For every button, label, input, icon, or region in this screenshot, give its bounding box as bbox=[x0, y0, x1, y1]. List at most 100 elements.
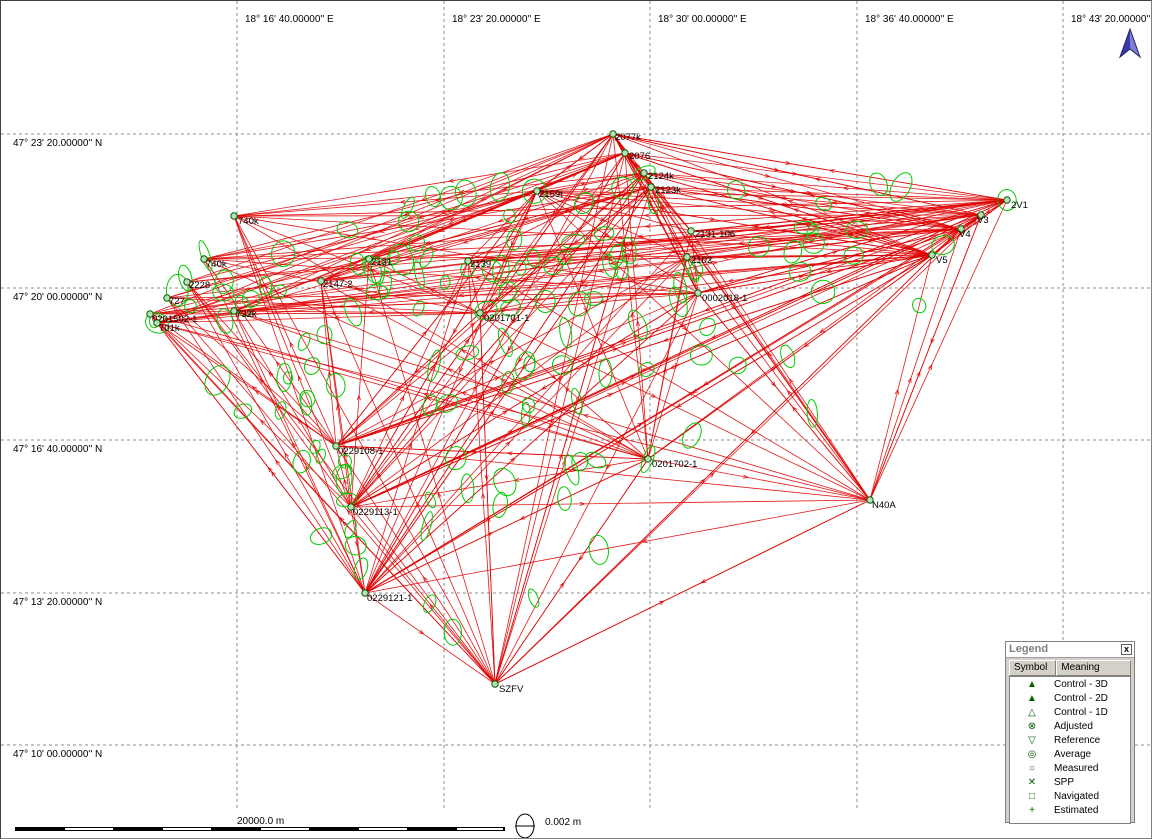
observation-line bbox=[624, 152, 962, 230]
station-2v1[interactable]: 2V1 bbox=[1003, 196, 1028, 211]
station-marker-icon[interactable] bbox=[491, 680, 499, 688]
observation-line bbox=[647, 254, 933, 460]
observation-line bbox=[156, 133, 614, 324]
station-2147-2[interactable]: 2147-2 bbox=[317, 277, 353, 290]
station-2159t[interactable]: 2159t bbox=[533, 187, 563, 200]
observation-line bbox=[536, 186, 652, 192]
station-marker-icon[interactable] bbox=[621, 149, 629, 157]
station-v3[interactable]: V3 bbox=[977, 211, 989, 226]
station-marker-icon[interactable] bbox=[153, 319, 161, 327]
station-0201701-1[interactable]: 0201701-1 bbox=[476, 309, 530, 324]
station-marker-icon[interactable] bbox=[365, 255, 373, 263]
observation-line bbox=[479, 190, 538, 314]
error-ellipse bbox=[527, 588, 540, 608]
station-727[interactable]: 727 bbox=[163, 294, 185, 307]
station-marker-icon[interactable] bbox=[200, 255, 208, 263]
station-marker-icon[interactable] bbox=[866, 496, 874, 504]
station-n40a[interactable]: N40A bbox=[866, 496, 897, 511]
station-marker-icon[interactable] bbox=[928, 251, 936, 259]
station-marker-icon[interactable] bbox=[361, 589, 369, 597]
observation-line bbox=[624, 152, 645, 174]
observation-line bbox=[650, 186, 1008, 201]
observation-line bbox=[350, 190, 538, 508]
station-701k[interactable]: 701k bbox=[153, 319, 180, 334]
legend-panel[interactable]: Legend x Symbol Meaning ▲ Control - 3D ▲ Co… bbox=[1005, 641, 1135, 824]
station-marker-icon[interactable] bbox=[977, 211, 985, 219]
arrow-icon bbox=[770, 381, 777, 388]
error-ellipse bbox=[309, 527, 333, 545]
station-marker-icon[interactable] bbox=[163, 294, 171, 302]
station-marker-icon[interactable] bbox=[683, 253, 691, 261]
observation-line bbox=[166, 190, 538, 299]
error-ellipse bbox=[640, 445, 656, 473]
station-740k[interactable]: 740k bbox=[200, 255, 227, 270]
arrow-icon bbox=[547, 423, 553, 429]
station-2102[interactable]: 2102 bbox=[683, 253, 712, 266]
observation-line bbox=[643, 172, 1008, 201]
error-ellipse bbox=[598, 358, 613, 388]
station-0002018-1[interactable]: 0002018-1 bbox=[694, 289, 748, 304]
station-label: 2124k bbox=[648, 171, 674, 182]
station-marker-icon[interactable] bbox=[647, 183, 655, 191]
station-0229108-1[interactable]: 0229108-1 bbox=[332, 442, 384, 457]
station-marker-icon[interactable] bbox=[464, 257, 472, 265]
arrow-icon bbox=[671, 249, 678, 255]
station-marker-icon[interactable] bbox=[609, 130, 617, 138]
station-marker-icon[interactable] bbox=[1003, 196, 1011, 204]
station-2131[interactable]: 2131 bbox=[365, 255, 392, 268]
station-2131-106[interactable]: 2131-106 bbox=[687, 227, 735, 240]
station-v4[interactable]: V4 bbox=[957, 225, 971, 240]
station-v5[interactable]: V5 bbox=[928, 251, 948, 266]
close-icon[interactable]: x bbox=[1121, 644, 1132, 655]
observation-line bbox=[233, 310, 649, 460]
station-732k[interactable]: 732k bbox=[230, 307, 257, 320]
station-marker-icon[interactable] bbox=[687, 227, 695, 235]
station-0201502-1[interactable]: 0201502-1 bbox=[146, 310, 198, 325]
lon-label: 18° 23' 20.00000'' E bbox=[452, 14, 541, 25]
station-marker-icon[interactable] bbox=[644, 455, 652, 463]
legend-symbol-icon: ○ bbox=[1028, 762, 1036, 774]
station-marker-icon[interactable] bbox=[317, 277, 325, 285]
station-2139[interactable]: 2139 bbox=[464, 257, 491, 270]
station-marker-icon[interactable] bbox=[230, 307, 238, 315]
station-0201702-1[interactable]: 0201702-1 bbox=[644, 455, 698, 470]
legend-meaning: Control - 1D bbox=[1054, 706, 1108, 718]
observation-line bbox=[869, 228, 962, 501]
error-ellipse bbox=[436, 393, 459, 413]
observation-line bbox=[479, 292, 699, 314]
arrow-icon bbox=[769, 210, 776, 215]
arrow-icon bbox=[346, 509, 352, 516]
legend-col-symbol[interactable]: Symbol bbox=[1009, 660, 1057, 676]
station-marker-icon[interactable] bbox=[183, 278, 191, 286]
station-marker-icon[interactable] bbox=[347, 503, 355, 511]
station-2228[interactable]: 2228 bbox=[183, 278, 210, 291]
error-ellipse bbox=[728, 356, 747, 375]
station-2077k[interactable]: 2077k bbox=[609, 130, 641, 143]
arrow-icon bbox=[338, 516, 345, 523]
station-marker-icon[interactable] bbox=[640, 169, 648, 177]
station-marker-icon[interactable] bbox=[533, 187, 541, 195]
station-marker-icon[interactable] bbox=[230, 212, 238, 220]
station-2124k[interactable]: 2124k bbox=[640, 169, 674, 182]
station-0229113-1[interactable]: 0229113-1 bbox=[347, 503, 398, 518]
station-marker-icon[interactable] bbox=[146, 310, 154, 318]
station-marker-icon[interactable] bbox=[332, 442, 340, 450]
error-ellipse bbox=[425, 186, 442, 207]
legend-col-meaning[interactable]: Meaning bbox=[1056, 660, 1131, 676]
observation-line bbox=[686, 256, 871, 501]
station-marker-icon[interactable] bbox=[957, 225, 965, 233]
station-2076[interactable]: 2076 bbox=[621, 149, 650, 162]
station-740k[interactable]: 740k bbox=[230, 212, 259, 227]
error-ellipse bbox=[420, 511, 433, 541]
observation-line bbox=[320, 280, 366, 594]
station-szfv[interactable]: SZFV bbox=[491, 680, 524, 695]
error-ellipse bbox=[300, 392, 313, 416]
station-marker-icon[interactable] bbox=[694, 289, 702, 297]
station-marker-icon[interactable] bbox=[476, 309, 484, 317]
station-0229121-1[interactable]: 0229121-1 bbox=[361, 589, 413, 604]
station-2123k[interactable]: 2123k bbox=[647, 183, 681, 196]
legend-title: Legend bbox=[1009, 643, 1049, 655]
legend-title-bar[interactable]: Legend x bbox=[1006, 642, 1134, 658]
